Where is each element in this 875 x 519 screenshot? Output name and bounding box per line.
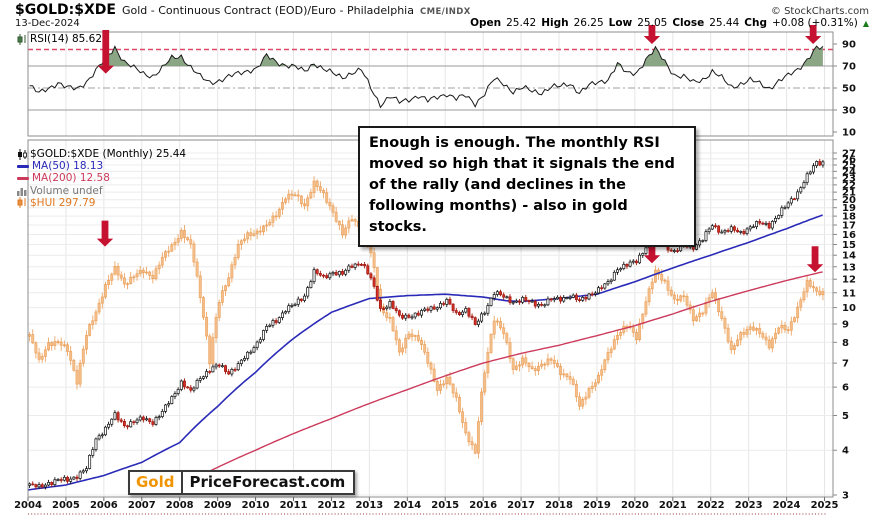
svg-text:2021: 2021	[659, 500, 687, 511]
svg-text:15: 15	[842, 240, 856, 251]
logo-gold-text: Gold	[130, 472, 183, 493]
svg-text:3: 3	[842, 491, 849, 502]
hui-legend-label: $HUI 297.79	[30, 196, 96, 209]
goldpriceforecast-logo[interactable]: Gold PriceForecast.com	[128, 470, 356, 495]
svg-text:6: 6	[842, 383, 849, 394]
svg-text:10: 10	[842, 303, 856, 314]
svg-text:30: 30	[842, 106, 856, 117]
svg-text:2011: 2011	[280, 500, 308, 511]
svg-text:2013: 2013	[355, 500, 383, 511]
up-triangle-icon: ▲	[862, 19, 869, 28]
svg-text:2022: 2022	[697, 500, 725, 511]
chg-label: Chg	[744, 17, 767, 29]
svg-text:10: 10	[842, 128, 856, 139]
svg-text:2023: 2023	[735, 500, 763, 511]
ma200-line-icon	[17, 176, 29, 180]
svg-text:2020: 2020	[621, 500, 649, 511]
close-label: Close	[672, 17, 705, 29]
svg-text:2006: 2006	[90, 500, 118, 511]
low-value: 25.05	[637, 17, 668, 29]
svg-text:7: 7	[842, 359, 849, 370]
svg-text:2019: 2019	[583, 500, 611, 511]
svg-text:2012: 2012	[318, 500, 346, 511]
ma50-line-icon	[17, 164, 29, 168]
svg-text:8: 8	[842, 338, 849, 349]
symbol-description: Gold - Continuous Contract (EOD)/Euro - …	[122, 4, 414, 17]
svg-text:5: 5	[842, 411, 849, 422]
chart-header: $GOLD:$XDE Gold - Continuous Contract (E…	[15, 2, 869, 18]
svg-text:2008: 2008	[166, 500, 194, 511]
svg-text:70: 70	[842, 62, 856, 73]
high-value: 26.25	[573, 17, 604, 29]
rsi-legend-label: RSI(14) 85.62	[30, 33, 103, 45]
candlestick-icon	[18, 148, 27, 160]
svg-text:50: 50	[842, 84, 856, 95]
analyst-annotation-box: Enough is enough. The monthly RSI moved …	[358, 126, 696, 247]
svg-text:20: 20	[842, 195, 856, 206]
ma200-legend-label: MA(200) 12.58	[32, 172, 110, 185]
svg-text:2015: 2015	[431, 500, 459, 511]
svg-text:90: 90	[842, 40, 856, 51]
open-label: Open	[470, 17, 502, 29]
svg-text:2004: 2004	[14, 500, 42, 511]
svg-text:19: 19	[842, 203, 856, 214]
exchange-label: CME/INDX	[419, 7, 471, 17]
svg-text:11: 11	[842, 288, 856, 299]
chg-value: +0.08 (+0.31%)	[771, 17, 858, 29]
svg-text:12: 12	[842, 275, 856, 286]
svg-text:2010: 2010	[242, 500, 270, 511]
svg-text:16: 16	[842, 230, 856, 241]
ma50-legend-label: MA(50) 18.13	[32, 160, 104, 173]
chart-date: 13-Dec-2024	[15, 18, 80, 29]
svg-text:26: 26	[842, 154, 856, 165]
svg-text:17: 17	[842, 221, 856, 232]
svg-text:27: 27	[842, 149, 856, 160]
date-quote-row: 13-Dec-2024 Open 25.42 High 26.25 Low 25…	[15, 17, 869, 29]
main-chart-legend: $GOLD:$XDE (Monthly) 25.44 MA(50) 18.13 …	[17, 148, 186, 209]
ohlc-quote: Open 25.42 High 26.25 Low 25.05 Close 25…	[470, 17, 869, 29]
volume-legend-label: Volume undef	[30, 184, 103, 197]
svg-text:2007: 2007	[128, 500, 156, 511]
svg-text:2017: 2017	[507, 500, 535, 511]
svg-text:4: 4	[842, 446, 849, 457]
svg-text:2025: 2025	[811, 500, 839, 511]
svg-text:2009: 2009	[204, 500, 232, 511]
price-legend-label: $GOLD:$XDE (Monthly) 25.44	[30, 148, 187, 160]
svg-text:2014: 2014	[393, 500, 421, 511]
logo-priceforecast-text: PriceForecast.com	[189, 473, 346, 491]
rsi-legend: RSI(14) 85.62	[17, 33, 102, 45]
volume-bars-icon	[17, 187, 27, 196]
symbol-title: $GOLD:$XDE	[15, 2, 116, 18]
svg-text:22: 22	[842, 180, 856, 191]
svg-text:24: 24	[842, 167, 856, 178]
candlestick-icon	[17, 33, 26, 45]
svg-text:2024: 2024	[773, 500, 801, 511]
svg-text:2005: 2005	[52, 500, 80, 511]
stockcharts-copyright-link[interactable]: © StockCharts.com	[770, 6, 869, 17]
close-value: 25.44	[709, 17, 740, 29]
high-label: High	[541, 17, 569, 29]
svg-text:2018: 2018	[545, 500, 573, 511]
candlestick-icon	[17, 197, 26, 209]
svg-text:13: 13	[842, 262, 856, 273]
svg-text:14: 14	[842, 251, 856, 262]
open-value: 25.42	[506, 17, 537, 29]
svg-text:9: 9	[842, 320, 849, 331]
svg-text:18: 18	[842, 212, 856, 223]
svg-text:25: 25	[842, 160, 856, 171]
svg-text:23: 23	[842, 173, 856, 184]
svg-text:2016: 2016	[469, 500, 497, 511]
svg-text:21: 21	[842, 188, 856, 199]
low-label: Low	[608, 17, 633, 29]
